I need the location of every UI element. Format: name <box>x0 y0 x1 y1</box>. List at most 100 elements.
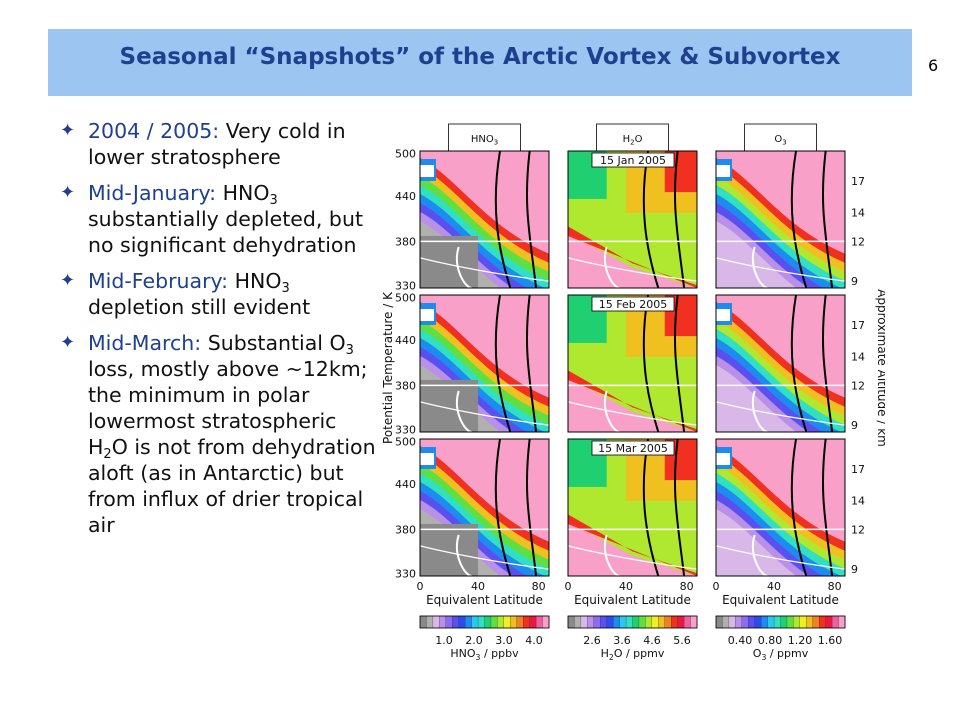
colorbar-swatch <box>471 615 479 629</box>
colorbar-swatch <box>651 615 659 629</box>
latitude-tick-label: 40 <box>619 580 633 593</box>
bullet-lead: Mid-February: <box>88 269 229 293</box>
colorbar-tick-label: 1.20 <box>788 634 813 647</box>
colorbar-swatch <box>606 615 614 629</box>
colorbar-swatch <box>523 615 531 629</box>
colorbar-tick-label: 1.60 <box>818 634 843 647</box>
colorbar-swatch <box>510 615 518 629</box>
colorbar-swatch <box>419 615 427 629</box>
colorbar-swatch <box>722 615 730 629</box>
vortex-edge-contour <box>642 295 660 432</box>
colorbar-swatch <box>638 615 646 629</box>
altitude-tick-label: 9 <box>851 275 858 288</box>
colorbar-swatch <box>529 615 537 629</box>
colorbar-swatch <box>825 615 833 629</box>
tropopause-contour <box>456 246 472 288</box>
altitude-tick-label: 9 <box>851 419 858 432</box>
label-part: H <box>623 134 631 145</box>
colorbar-tick-label: 2.0 <box>465 634 483 647</box>
altitude-tick-label: 12 <box>851 523 865 536</box>
colorbar-swatch <box>819 615 827 629</box>
label-part: / ppmv <box>766 647 808 660</box>
slide-number: 6 <box>928 56 939 75</box>
bullet-lead: Mid-January: <box>88 181 217 205</box>
vortex-edge-contour <box>822 439 834 576</box>
panel-body <box>568 295 697 432</box>
bullet-star-icon: ✦ <box>60 332 76 353</box>
bullet-subscript: 3 <box>281 281 290 296</box>
colorbar-swatch <box>574 615 582 629</box>
vortex-edge-contour <box>674 295 686 432</box>
panel-body <box>716 439 845 576</box>
colorbar-swatch <box>535 615 544 629</box>
colorbar-swatch <box>671 615 679 629</box>
label-part: 3 <box>494 139 498 147</box>
tropopause-contour <box>420 401 549 426</box>
vortex-edge-contour <box>822 151 834 288</box>
vortex-edge-contour <box>674 151 686 288</box>
bullet-item: ✦ 2004 / 2005: Very cold in lower stratos… <box>60 118 380 170</box>
column-header-box <box>448 123 521 153</box>
vortex-edge-contour <box>642 151 660 288</box>
tropopause-contour <box>752 246 768 288</box>
vortex-edge-contour <box>790 151 808 288</box>
latitude-tick-label: 40 <box>471 580 485 593</box>
bullet-text: substantially depleted, but no significa… <box>88 207 363 257</box>
masked-region <box>420 309 434 321</box>
label-part: H <box>601 647 609 660</box>
panel-body <box>420 151 549 288</box>
colorbar-swatch <box>741 615 749 629</box>
masked-region <box>716 453 730 465</box>
date-label-box <box>591 296 675 312</box>
panel-body <box>568 151 697 288</box>
colorbar-swatch <box>477 615 485 629</box>
latitude-tick-label: 80 <box>828 580 842 593</box>
bullet-subscript: 3 <box>345 343 354 358</box>
panel-body <box>420 295 549 432</box>
bullet-list: ✦ 2004 / 2005: Very cold in lower stratos… <box>60 118 380 548</box>
bullet-subscript: 2 <box>103 447 112 462</box>
low-value-region <box>420 379 479 432</box>
label-part: HNO <box>471 134 494 145</box>
contour-panel: 15 Mar 2005 <box>567 438 698 577</box>
altitude-tick-label: 14 <box>851 351 865 364</box>
theta-tick-label: 440 <box>395 334 416 347</box>
latitude-tick-label: 0 <box>565 580 572 593</box>
vortex-edge-contour <box>494 151 512 288</box>
altitude-tick-label: 17 <box>851 175 865 188</box>
tropopause-contour <box>456 534 472 576</box>
tropical-low-region <box>568 377 697 432</box>
bullet-text: loss, mostly above ~12km; the minimum in… <box>88 357 368 459</box>
vortex-edge-contour <box>642 439 660 576</box>
colorbar-swatch <box>754 615 762 629</box>
colorbar-swatch <box>658 615 666 629</box>
colorbar-swatch <box>542 615 550 629</box>
colorbar-swatch <box>445 615 453 629</box>
colorbar-swatch <box>452 615 460 629</box>
bullet-text: Very cold in lower stratosphere <box>88 119 346 169</box>
title-bar <box>48 29 912 96</box>
panel-frame <box>419 438 550 577</box>
tropopause-contour <box>604 390 620 432</box>
bullet-text: Substantial O <box>201 331 346 355</box>
colorbar-swatch <box>831 615 840 629</box>
colorbar-swatch <box>767 615 775 629</box>
masked-region <box>716 165 730 177</box>
tropopause-contour <box>568 257 697 282</box>
label-part: / ppbv <box>480 647 519 660</box>
altitude-tick-label: 9 <box>851 563 858 576</box>
panel-frame <box>567 150 698 289</box>
theta-tick-label: 330 <box>395 567 416 580</box>
y2-axis-title: Approximate Altitude / km <box>875 289 885 447</box>
colorbar-tick-label: 3.6 <box>613 634 631 647</box>
colorbar-swatch <box>458 615 466 629</box>
colorbar-swatch <box>600 615 608 629</box>
colorbar-swatch <box>625 615 633 629</box>
masked-region <box>420 165 434 177</box>
column-header-label: O3 <box>774 134 786 147</box>
panel-frame <box>419 150 550 289</box>
altitude-tick-label: 17 <box>851 319 865 332</box>
label-part: 3 <box>476 653 481 662</box>
label-part: 3 <box>761 653 766 662</box>
vortex-edge-contour <box>822 295 834 432</box>
